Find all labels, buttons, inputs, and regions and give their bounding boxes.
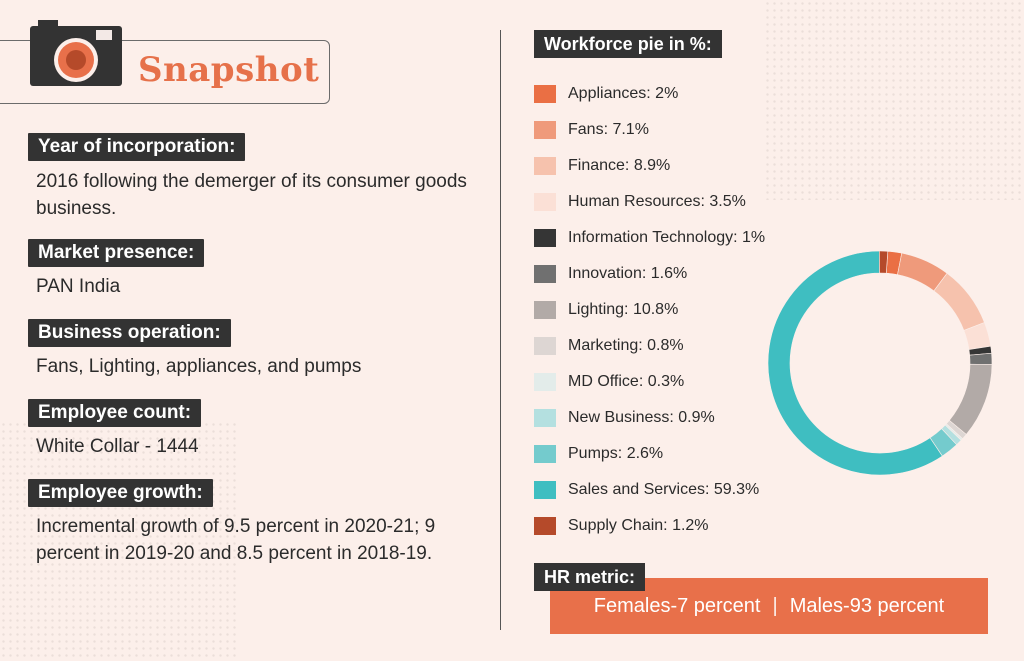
legend-label: Pumps: 2.6% bbox=[568, 445, 664, 462]
column-divider bbox=[500, 30, 501, 630]
hr-separator: | bbox=[772, 594, 778, 617]
legend-swatch bbox=[534, 229, 556, 247]
legend-swatch bbox=[534, 193, 556, 211]
legend-swatch bbox=[534, 481, 556, 499]
page-title: Snapshot bbox=[138, 50, 320, 90]
legend-label: Innovation: 1.6% bbox=[568, 265, 688, 282]
legend-item: MD Office: 0.3% bbox=[534, 364, 765, 400]
camera-icon bbox=[30, 20, 122, 86]
legend-item: Pumps: 2.6% bbox=[534, 436, 765, 472]
legend-swatch bbox=[534, 409, 556, 427]
legend-label: Sales and Services: 59.3% bbox=[568, 481, 760, 498]
legend-item: Lighting: 10.8% bbox=[534, 292, 765, 328]
operation-label: Business operation: bbox=[28, 319, 231, 347]
legend-label: New Business: 0.9% bbox=[568, 409, 715, 426]
legend-label: Fans: 7.1% bbox=[568, 121, 649, 138]
legend-swatch bbox=[534, 445, 556, 463]
chart-title: Workforce pie in %: bbox=[534, 30, 722, 58]
employee-growth-value: Incremental growth of 9.5 percent in 202… bbox=[36, 516, 436, 564]
donut-slice bbox=[948, 363, 993, 435]
employee-count-label: Employee count: bbox=[28, 399, 202, 427]
donut-slice bbox=[969, 352, 993, 365]
donut-slice bbox=[879, 250, 889, 274]
legend-swatch bbox=[534, 301, 556, 319]
legend-item: Finance: 8.9% bbox=[534, 148, 765, 184]
legend-label: Marketing: 0.8% bbox=[568, 337, 684, 354]
legend-item: Sales and Services: 59.3% bbox=[534, 472, 765, 508]
legend-item: Innovation: 1.6% bbox=[534, 256, 765, 292]
legend-item: Marketing: 0.8% bbox=[534, 328, 765, 364]
legend-swatch bbox=[534, 121, 556, 139]
legend-item: New Business: 0.9% bbox=[534, 400, 765, 436]
employee-count-value: White Collar - 1444 bbox=[36, 436, 199, 457]
donut-chart bbox=[767, 250, 993, 476]
legend-swatch bbox=[534, 517, 556, 535]
donut-slice bbox=[933, 272, 985, 331]
legend-item: Information Technology: 1% bbox=[534, 220, 765, 256]
legend-swatch bbox=[534, 157, 556, 175]
legend-swatch bbox=[534, 265, 556, 283]
legend-item: Appliances: 2% bbox=[534, 76, 765, 112]
operation-value: Fans, Lighting, appliances, and pumps bbox=[36, 356, 362, 377]
employee-growth-label: Employee growth: bbox=[28, 479, 213, 507]
legend-label: Lighting: 10.8% bbox=[568, 301, 679, 318]
chart-legend: Appliances: 2% Fans: 7.1% Finance: 8.9% Hum… bbox=[534, 76, 765, 544]
legend-swatch bbox=[534, 85, 556, 103]
year-value: 2016 following the demerger of its consu… bbox=[36, 171, 467, 219]
market-label: Market presence: bbox=[28, 239, 205, 267]
hr-females: Females-7 percent bbox=[593, 594, 761, 617]
donut-slice bbox=[767, 250, 943, 476]
dot-pattern-top bbox=[764, 0, 1024, 200]
hr-males: Males-93 percent bbox=[789, 594, 945, 617]
legend-label: Appliances: 2% bbox=[568, 85, 679, 102]
legend-label: MD Office: 0.3% bbox=[568, 373, 685, 390]
legend-label: Supply Chain: 1.2% bbox=[568, 517, 709, 534]
legend-label: Human Resources: 3.5% bbox=[568, 193, 746, 210]
legend-item: Supply Chain: 1.2% bbox=[534, 508, 765, 544]
legend-swatch bbox=[534, 373, 556, 391]
legend-label: Information Technology: 1% bbox=[568, 229, 766, 246]
legend-item: Human Resources: 3.5% bbox=[534, 184, 765, 220]
market-value: PAN India bbox=[36, 276, 121, 297]
legend-swatch bbox=[534, 337, 556, 355]
legend-item: Fans: 7.1% bbox=[534, 112, 765, 148]
year-label: Year of incorporation: bbox=[28, 133, 246, 161]
legend-label: Finance: 8.9% bbox=[568, 157, 671, 174]
hr-metric-label: HR metric: bbox=[534, 563, 646, 591]
